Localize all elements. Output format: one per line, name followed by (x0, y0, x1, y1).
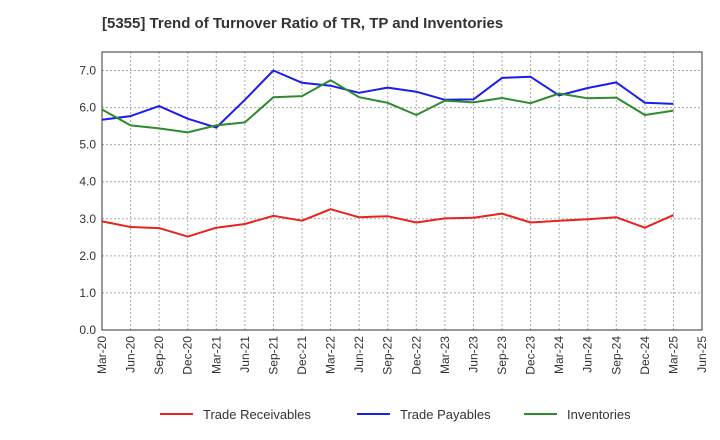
series-line-inventories (101, 79, 674, 134)
y-tick-label: 6.0 (79, 101, 96, 115)
x-tick-label: Dec-22 (409, 336, 423, 375)
x-tick-label: Jun-21 (238, 336, 252, 373)
chart-title: [5355] Trend of Turnover Ratio of TR, TP… (102, 15, 504, 32)
x-tick-label: Dec-24 (638, 336, 652, 375)
x-tick-label: Sep-20 (152, 336, 166, 375)
x-tick-label: Dec-23 (524, 336, 538, 375)
x-tick-label: Jun-24 (581, 336, 595, 373)
x-tick-label: Jun-25 (695, 336, 709, 373)
series-line-trade-payables (101, 69, 674, 129)
legend-label-trade-receivables: Trade Receivables (203, 407, 311, 422)
legend-label-trade-payables: Trade Payables (400, 407, 491, 422)
y-tick-label: 7.0 (79, 64, 96, 78)
x-tick-label: Sep-24 (609, 336, 623, 375)
x-tick-label: Mar-24 (552, 336, 566, 374)
y-tick-label: 0.0 (79, 323, 96, 337)
x-tick-label: Dec-20 (181, 336, 195, 375)
y-tick-label: 4.0 (79, 175, 96, 189)
x-tick-label: Sep-22 (381, 336, 395, 375)
x-tick-label: Mar-25 (666, 336, 680, 374)
plot-area-border (101, 51, 703, 331)
x-tick-label: Mar-22 (324, 336, 338, 374)
x-tick-label: Mar-21 (209, 336, 223, 374)
x-tick-label: Jun-22 (352, 336, 366, 373)
x-tick-label: Sep-21 (266, 336, 280, 375)
x-tick-label: Jun-23 (466, 336, 480, 373)
series-line-trade-receivables (101, 208, 674, 238)
y-tick-label: 2.0 (79, 249, 96, 263)
x-tick-label: Jun-20 (124, 336, 138, 373)
x-tick-label: Sep-23 (495, 336, 509, 375)
y-tick-label: 1.0 (79, 286, 96, 300)
x-tick-label: Dec-21 (295, 336, 309, 375)
x-tick-label: Mar-20 (95, 336, 109, 374)
y-tick-label: 5.0 (79, 138, 96, 152)
y-tick-label: 3.0 (79, 212, 96, 226)
legend-label-inventories: Inventories (567, 407, 631, 422)
x-tick-label: Mar-23 (438, 336, 452, 374)
